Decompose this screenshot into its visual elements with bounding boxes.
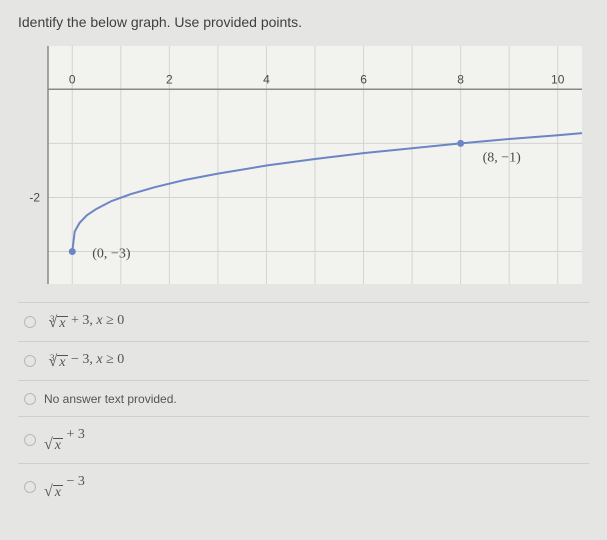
svg-text:8: 8: [457, 72, 464, 86]
answer-options: 3√x + 3, x ≥ 0 3√x − 3, x ≥ 0 No answer te…: [18, 302, 589, 510]
answer-option-3[interactable]: √x + 3: [18, 416, 589, 463]
answer-option-2[interactable]: No answer text provided.: [18, 380, 589, 416]
option-label: √x + 3: [44, 427, 85, 453]
radio-icon: [24, 434, 36, 446]
sqrt-graph: 0 2 4 6 8 10 -2 (0, −3) (8, −1): [18, 40, 588, 290]
question-text: Identify the below graph. Use provided p…: [18, 14, 589, 30]
answer-option-0[interactable]: 3√x + 3, x ≥ 0: [18, 302, 589, 341]
svg-text:10: 10: [551, 72, 565, 86]
svg-text:2: 2: [166, 72, 173, 86]
svg-text:-2: -2: [29, 190, 40, 204]
radio-icon: [24, 316, 36, 328]
svg-text:4: 4: [263, 72, 270, 86]
option-label: No answer text provided.: [44, 392, 177, 406]
answer-option-4[interactable]: √x − 3: [18, 463, 589, 510]
svg-text:(0, −3): (0, −3): [92, 247, 131, 262]
answer-option-1[interactable]: 3√x − 3, x ≥ 0: [18, 341, 589, 380]
svg-text:6: 6: [360, 72, 367, 86]
option-label: 3√x − 3, x ≥ 0: [44, 352, 124, 370]
radio-icon: [24, 393, 36, 405]
chart-container: 0 2 4 6 8 10 -2 (0, −3) (8, −1): [18, 40, 588, 290]
option-label: 3√x + 3, x ≥ 0: [44, 313, 124, 331]
svg-text:(8, −1): (8, −1): [483, 150, 522, 165]
svg-text:0: 0: [69, 72, 76, 86]
radio-icon: [24, 481, 36, 493]
radio-icon: [24, 355, 36, 367]
option-label: √x − 3: [44, 474, 85, 500]
